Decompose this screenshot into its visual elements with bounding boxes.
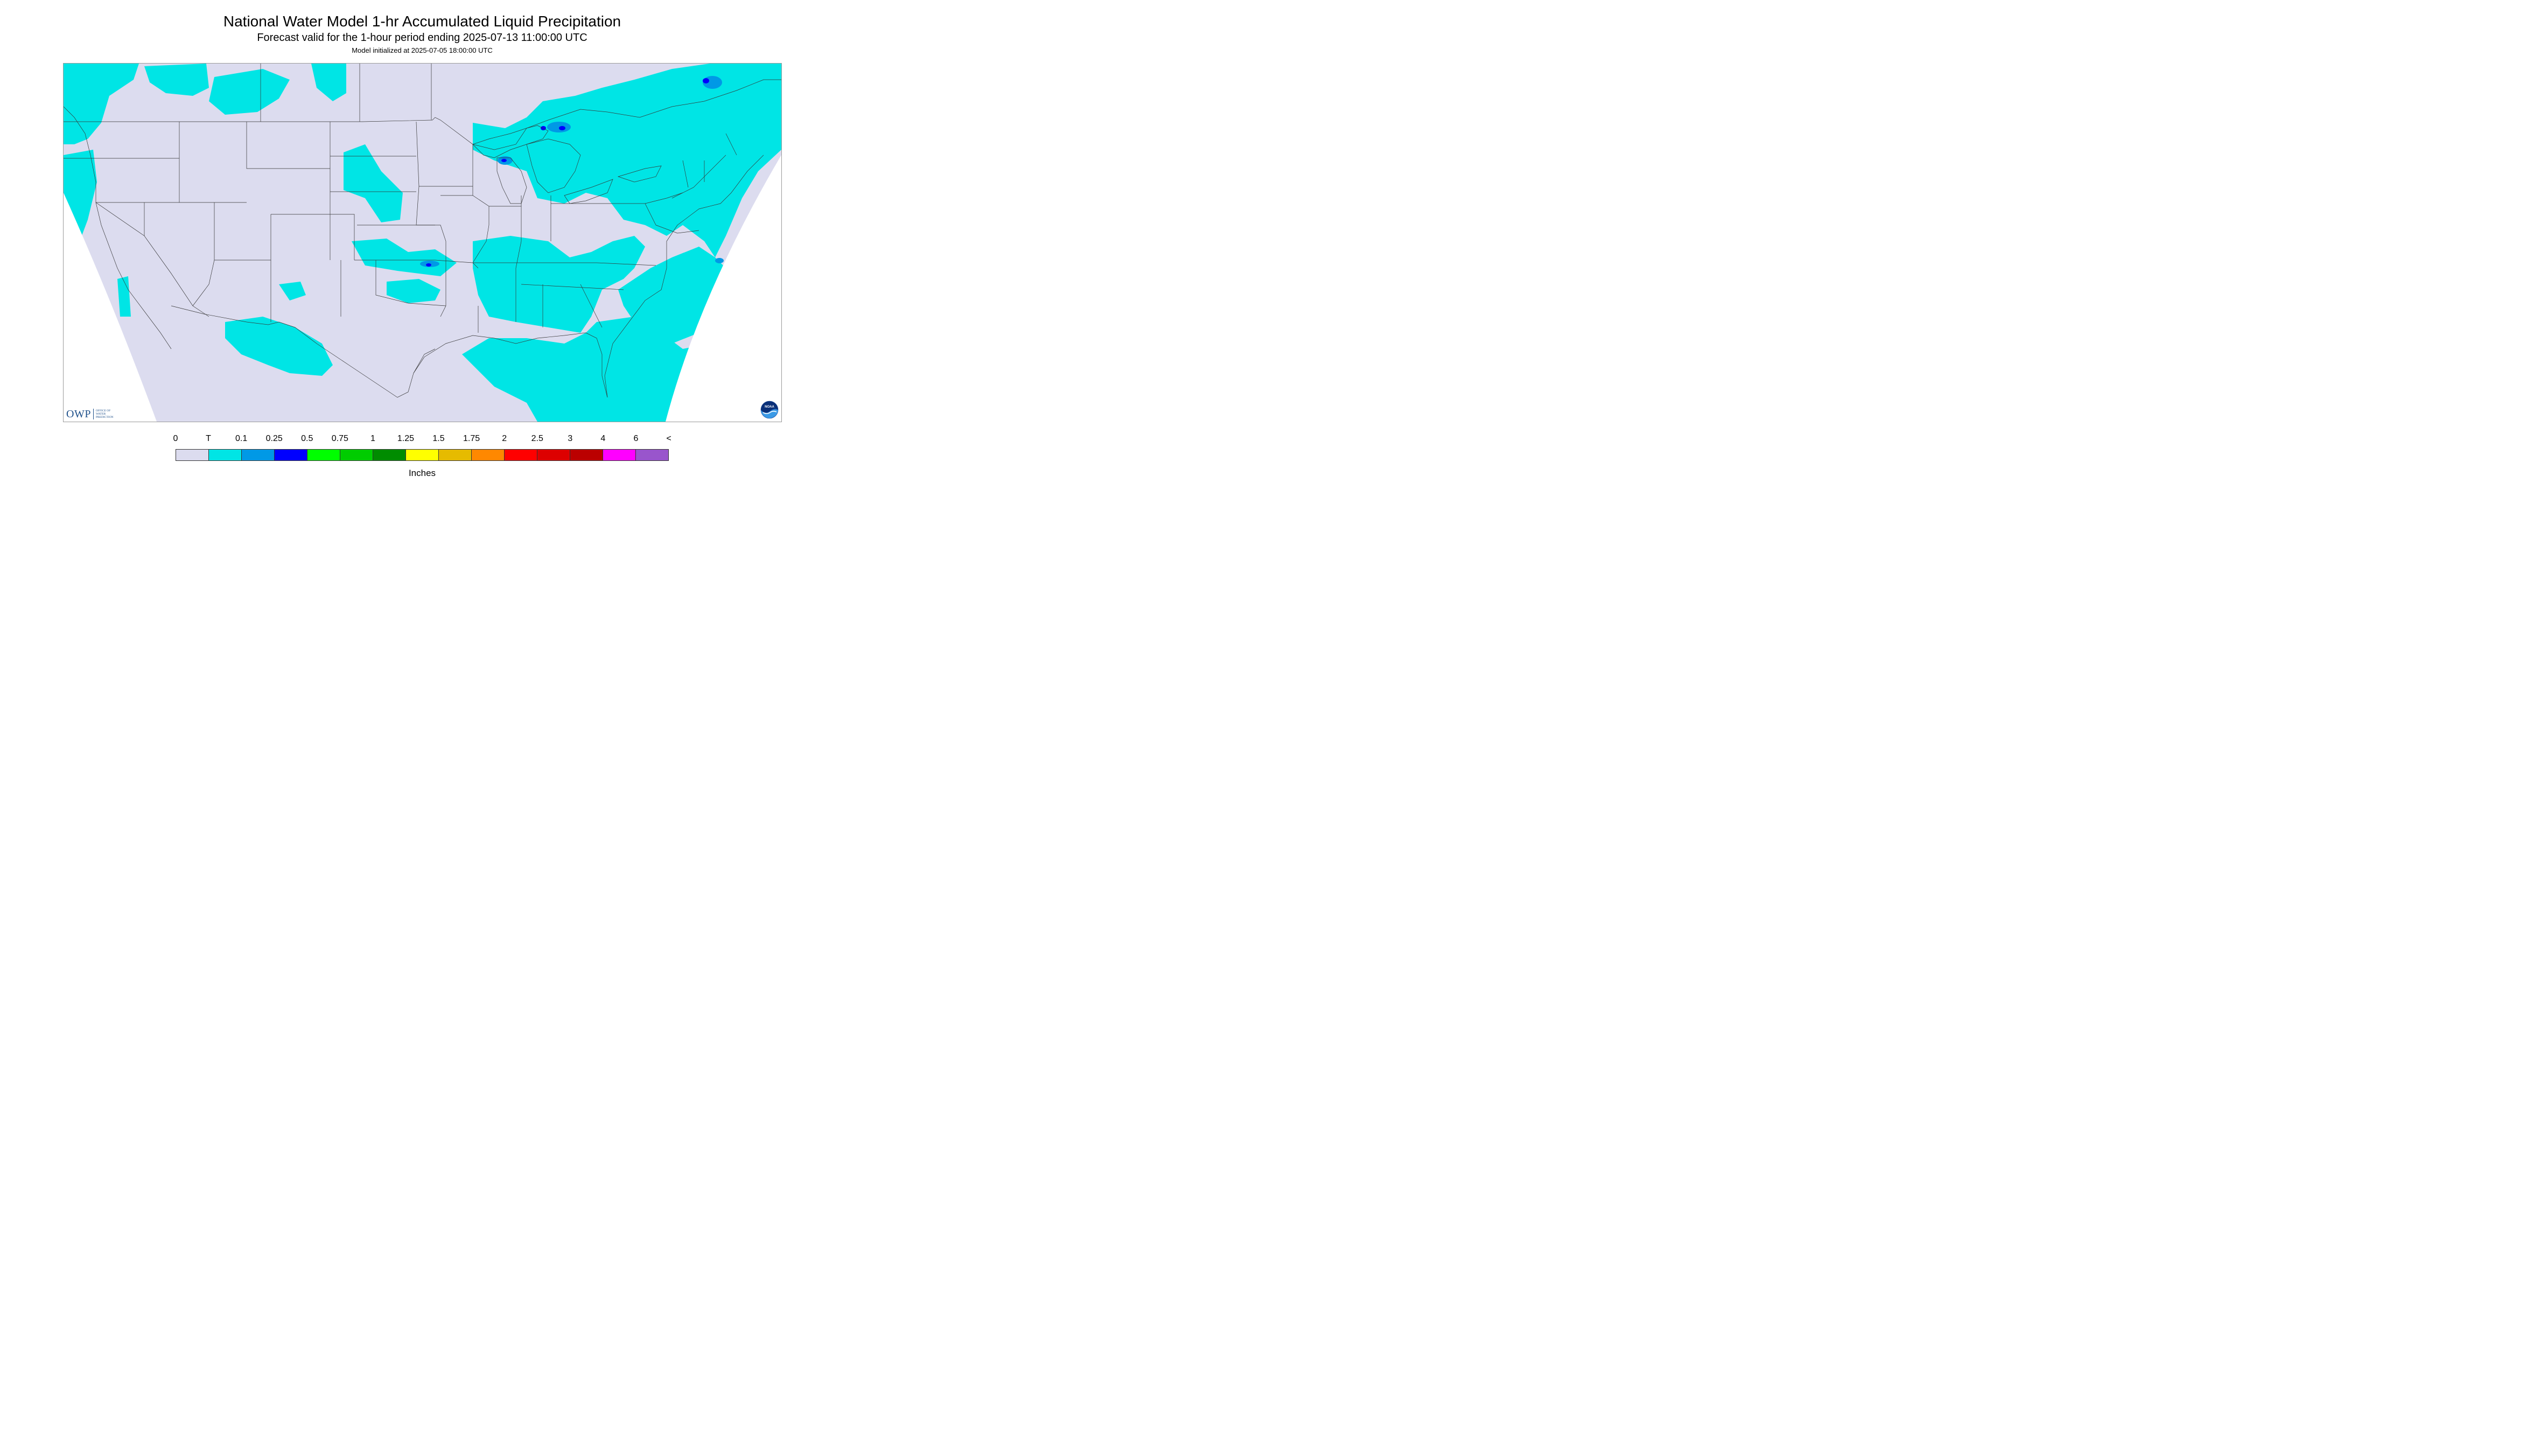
model-init-time: Model initialized at 2025-07-05 18:00:00… <box>352 46 493 54</box>
legend-label: 0 <box>173 434 178 443</box>
legend-label: 6 <box>633 434 639 443</box>
legend-label: 2.5 <box>531 434 543 443</box>
legend-swatch <box>275 450 307 460</box>
legend-swatch <box>209 450 242 460</box>
legend-label: 0.25 <box>265 434 283 443</box>
precipitation-map <box>63 63 782 422</box>
legend-swatch <box>505 450 537 460</box>
legend-label: 1 <box>370 434 375 443</box>
legend-swatch <box>307 450 340 460</box>
legend-swatch <box>570 450 603 460</box>
legend-swatch <box>340 450 373 460</box>
legend-label: 1.5 <box>432 434 445 443</box>
blue-precip-spots <box>426 78 709 267</box>
legend-label: 1.75 <box>463 434 480 443</box>
legend-swatch <box>242 450 275 460</box>
legend-label: 0.1 <box>235 434 248 443</box>
legend-swatch <box>373 450 406 460</box>
noaa-logo-text: NOAA <box>765 405 774 409</box>
map-title: National Water Model 1-hr Accumulated Li… <box>223 13 621 30</box>
legend-label: 0.75 <box>331 434 348 443</box>
noaa-logo-icon: NOAA <box>760 401 779 419</box>
legend-label: 1.25 <box>397 434 415 443</box>
legend-label: 4 <box>600 434 606 443</box>
legend-labels: 0 T 0.1 0.25 0.5 0.75 1 1.25 1.5 1.75 2 2.5 3 4 6 < <box>159 434 698 445</box>
legend-swatch <box>603 450 636 460</box>
legend-swatch <box>176 450 209 460</box>
legend-swatch <box>406 450 439 460</box>
map-subtitle: Forecast valid for the 1-hour period end… <box>257 32 587 44</box>
legend-label: 3 <box>568 434 573 443</box>
legend-swatch <box>537 450 570 460</box>
map-canvas <box>64 64 781 422</box>
light-blue-precip-spots <box>420 76 724 267</box>
legend-swatch <box>439 450 472 460</box>
owp-logo-subtext: OFFICE OF WATER PREDICTION <box>95 409 114 419</box>
legend-label: < <box>666 434 671 443</box>
legend-label: 2 <box>502 434 507 443</box>
precip-layer <box>64 64 781 422</box>
legend-swatch <box>636 450 668 460</box>
legend-units: Inches <box>408 468 436 478</box>
owp-logo-text: OWP <box>66 408 91 420</box>
legend-label: T <box>206 434 211 443</box>
owp-logo-divider <box>93 409 94 419</box>
legend-swatch <box>472 450 505 460</box>
legend-label: 0.5 <box>301 434 313 443</box>
legend-colorbar <box>176 449 669 461</box>
owp-logo: OWP OFFICE OF WATER PREDICTION <box>66 408 117 421</box>
state-boundaries <box>64 64 781 398</box>
